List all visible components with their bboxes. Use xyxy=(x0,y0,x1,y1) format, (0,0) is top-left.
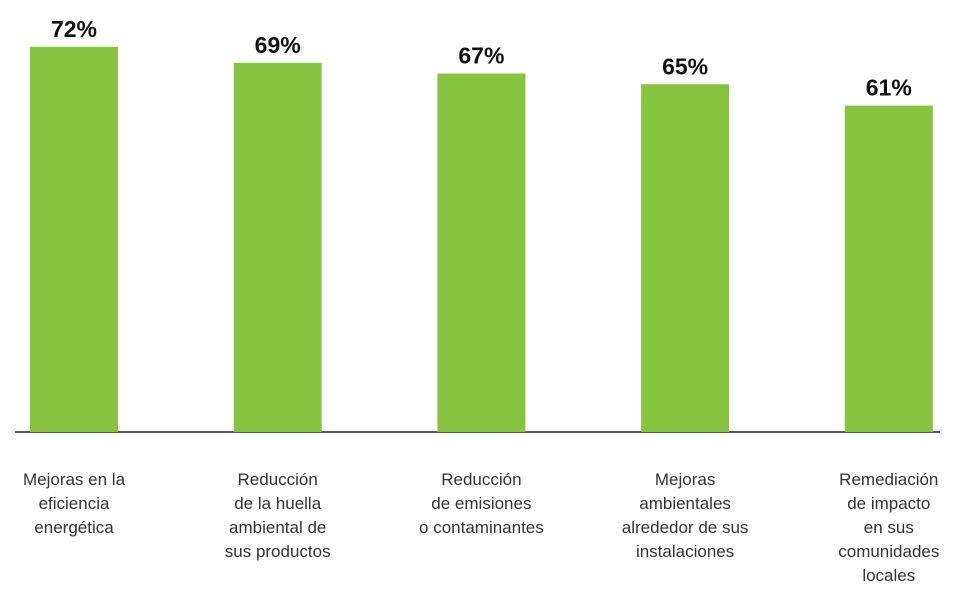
value-label: 67% xyxy=(458,43,504,69)
bar xyxy=(233,62,322,432)
category-label: Mejoras ambientales alrededor de sus ins… xyxy=(621,470,749,561)
category-label: Reducción de emisiones o contaminantes xyxy=(419,470,544,537)
bar xyxy=(844,105,933,433)
value-label: 61% xyxy=(866,75,912,101)
category-label: Remediación de impacto en sus comunidade… xyxy=(838,470,940,585)
bar xyxy=(641,84,730,432)
category-label: Reducción de la huella ambiental de sus … xyxy=(224,470,331,561)
category-label: Mejoras en la eficiencia energética xyxy=(22,470,126,537)
value-label: 69% xyxy=(255,32,301,58)
bar xyxy=(437,73,526,433)
value-label: 65% xyxy=(662,53,708,79)
bar xyxy=(30,46,118,433)
value-label: 72% xyxy=(51,16,97,42)
